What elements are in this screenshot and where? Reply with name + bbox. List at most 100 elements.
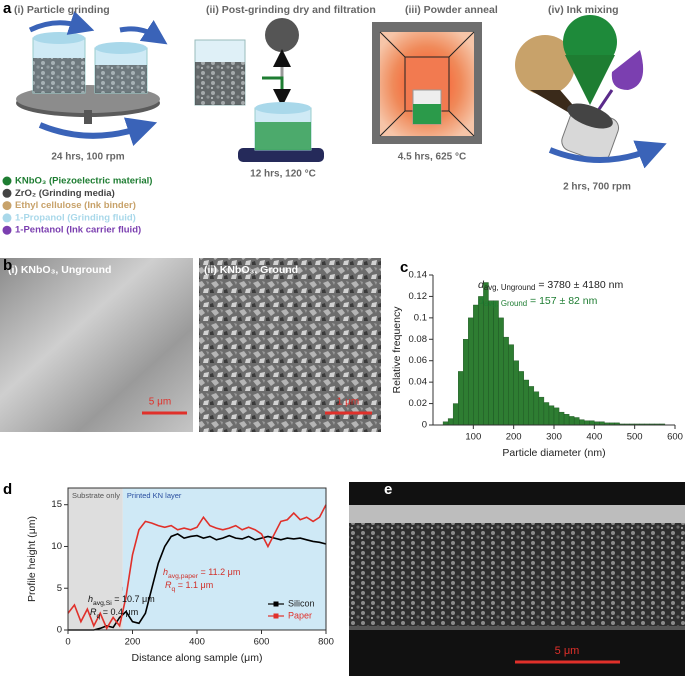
histogram-bar — [558, 411, 565, 426]
annotation-symbol: d — [478, 279, 485, 291]
histogram-bar — [538, 396, 545, 426]
histogram-bar — [503, 336, 509, 426]
histogram-bar — [563, 414, 570, 426]
annotation: havg,paper = 11.2 μm — [163, 567, 240, 579]
annotation: Rq = 0.4 μm — [90, 607, 138, 619]
annotation-symbol: d — [478, 295, 485, 307]
annotation-text: = 0.4 μm — [100, 607, 138, 617]
y-axis-label: Profile height (μm) — [26, 516, 38, 602]
legend-label: 1-Pentanol (Ink carrier fluid) — [15, 225, 141, 236]
y-tick-label: 0.12 — [409, 291, 428, 302]
panel-letter: b — [3, 257, 12, 274]
histogram-bar — [518, 371, 524, 426]
histogram-bar — [513, 360, 519, 426]
annotation-text: = 11.2 μm — [198, 567, 240, 577]
y-tick-label: 0.04 — [409, 377, 428, 388]
annotation: havg,Si = 10.7 μm — [88, 594, 155, 606]
y-tick-label: 0.08 — [409, 334, 428, 345]
histogram-bar — [473, 304, 479, 426]
region — [122, 488, 326, 630]
panel-letter: d — [3, 481, 12, 498]
region-label: Substrate only — [72, 491, 120, 500]
annotation-subscript: avg,Si — [93, 600, 112, 607]
histogram-bar — [553, 407, 560, 426]
step-title: (iv) Ink mixing — [548, 4, 619, 16]
histogram-bar — [478, 296, 484, 426]
legend-label: Silicon — [288, 598, 315, 608]
annotation: Rq = 1.1 μm — [165, 580, 213, 592]
legend-swatch — [2, 201, 12, 211]
x-tick-label: 400 — [189, 637, 205, 648]
step-title: (iii) Powder anneal — [405, 4, 498, 16]
step-caption: 2 hrs, 700 rpm — [563, 182, 631, 193]
annotation-symbol: R — [90, 607, 97, 617]
legend-swatch — [2, 188, 12, 198]
step-caption: 12 hrs, 120 °C — [250, 169, 316, 180]
histogram-bar — [458, 371, 464, 426]
y-tick-label: 0 — [57, 625, 62, 636]
histogram-bar — [523, 379, 529, 426]
histogram-bar — [447, 418, 454, 426]
histogram-bar — [543, 402, 550, 426]
histogram-bar — [528, 386, 535, 426]
y-tick-label: 0 — [422, 420, 427, 431]
x-axis-label: Distance along sample (μm) — [132, 652, 263, 664]
x-tick-label: 600 — [667, 432, 683, 443]
annotation-subscript: avg, Ground — [484, 299, 527, 308]
y-tick-label: 0.06 — [409, 355, 428, 366]
y-axis-label: Relative frequency — [391, 306, 403, 394]
annotation: davg, Ground = 157 ± 82 nm — [478, 295, 598, 308]
y-tick-label: 10 — [51, 541, 62, 552]
histogram-bar — [584, 420, 590, 426]
annotation-text: = 1.1 μm — [175, 580, 213, 590]
image-label: (i) KNbO₃, Unground — [8, 264, 111, 276]
legend-swatch — [2, 213, 12, 223]
legend-marker — [273, 613, 279, 619]
annotation-subscript: q — [97, 613, 101, 620]
legend-swatch — [2, 225, 12, 235]
grinding-illustration — [16, 11, 168, 146]
y-tick-label: 5 — [57, 583, 62, 594]
legend-label: ZrO₂ (Grinding media) — [15, 188, 115, 199]
micrograph-unground — [0, 258, 193, 432]
legend-label: Paper — [288, 610, 312, 620]
histogram-bar — [533, 391, 540, 426]
annotation-text: = 3780 ± 4180 nm — [535, 279, 623, 291]
x-tick-label: 300 — [546, 432, 562, 443]
line-series — [68, 533, 327, 631]
x-tick-label: 0 — [65, 637, 70, 648]
scale-bar-label: 5 μm — [149, 397, 171, 408]
line-series — [67, 504, 327, 631]
histogram-bar — [568, 416, 575, 426]
x-tick-label: 200 — [506, 432, 522, 443]
panel-letter: a — [3, 0, 12, 17]
annotation-subscript: avg,paper — [168, 573, 199, 580]
annotation-text: = 10.7 μm — [112, 594, 155, 604]
x-tick-label: 600 — [254, 637, 270, 648]
annotation-symbol: h — [163, 567, 168, 577]
panel-letter: e — [384, 481, 392, 498]
y-tick-label: 0.14 — [409, 270, 428, 281]
x-tick-label: 500 — [627, 432, 643, 443]
step-title: (i) Particle grinding — [14, 4, 110, 16]
y-tick-label: 15 — [51, 499, 62, 510]
panel-letter: c — [400, 259, 408, 276]
legend-marker — [273, 601, 279, 607]
scale-bar-label: 1 μm — [337, 397, 359, 408]
histogram-bar — [468, 317, 474, 426]
histogram-bar — [498, 317, 504, 426]
scale-bar-label: 5 μm — [555, 645, 580, 657]
region — [68, 488, 123, 630]
image-label: (ii) KNbO₃, Ground — [204, 264, 298, 276]
histogram-bar — [589, 420, 595, 426]
cross-section-micrograph — [349, 482, 685, 676]
annotation-symbol: h — [88, 594, 93, 604]
ink-illustration — [515, 15, 667, 169]
drying-illustration — [194, 18, 324, 162]
x-tick-label: 100 — [465, 432, 481, 443]
step-caption: 4.5 hrs, 625 °C — [398, 152, 466, 163]
legend-swatch — [2, 176, 12, 186]
y-tick-label: 0.1 — [414, 312, 427, 323]
histogram-bar — [452, 403, 459, 426]
